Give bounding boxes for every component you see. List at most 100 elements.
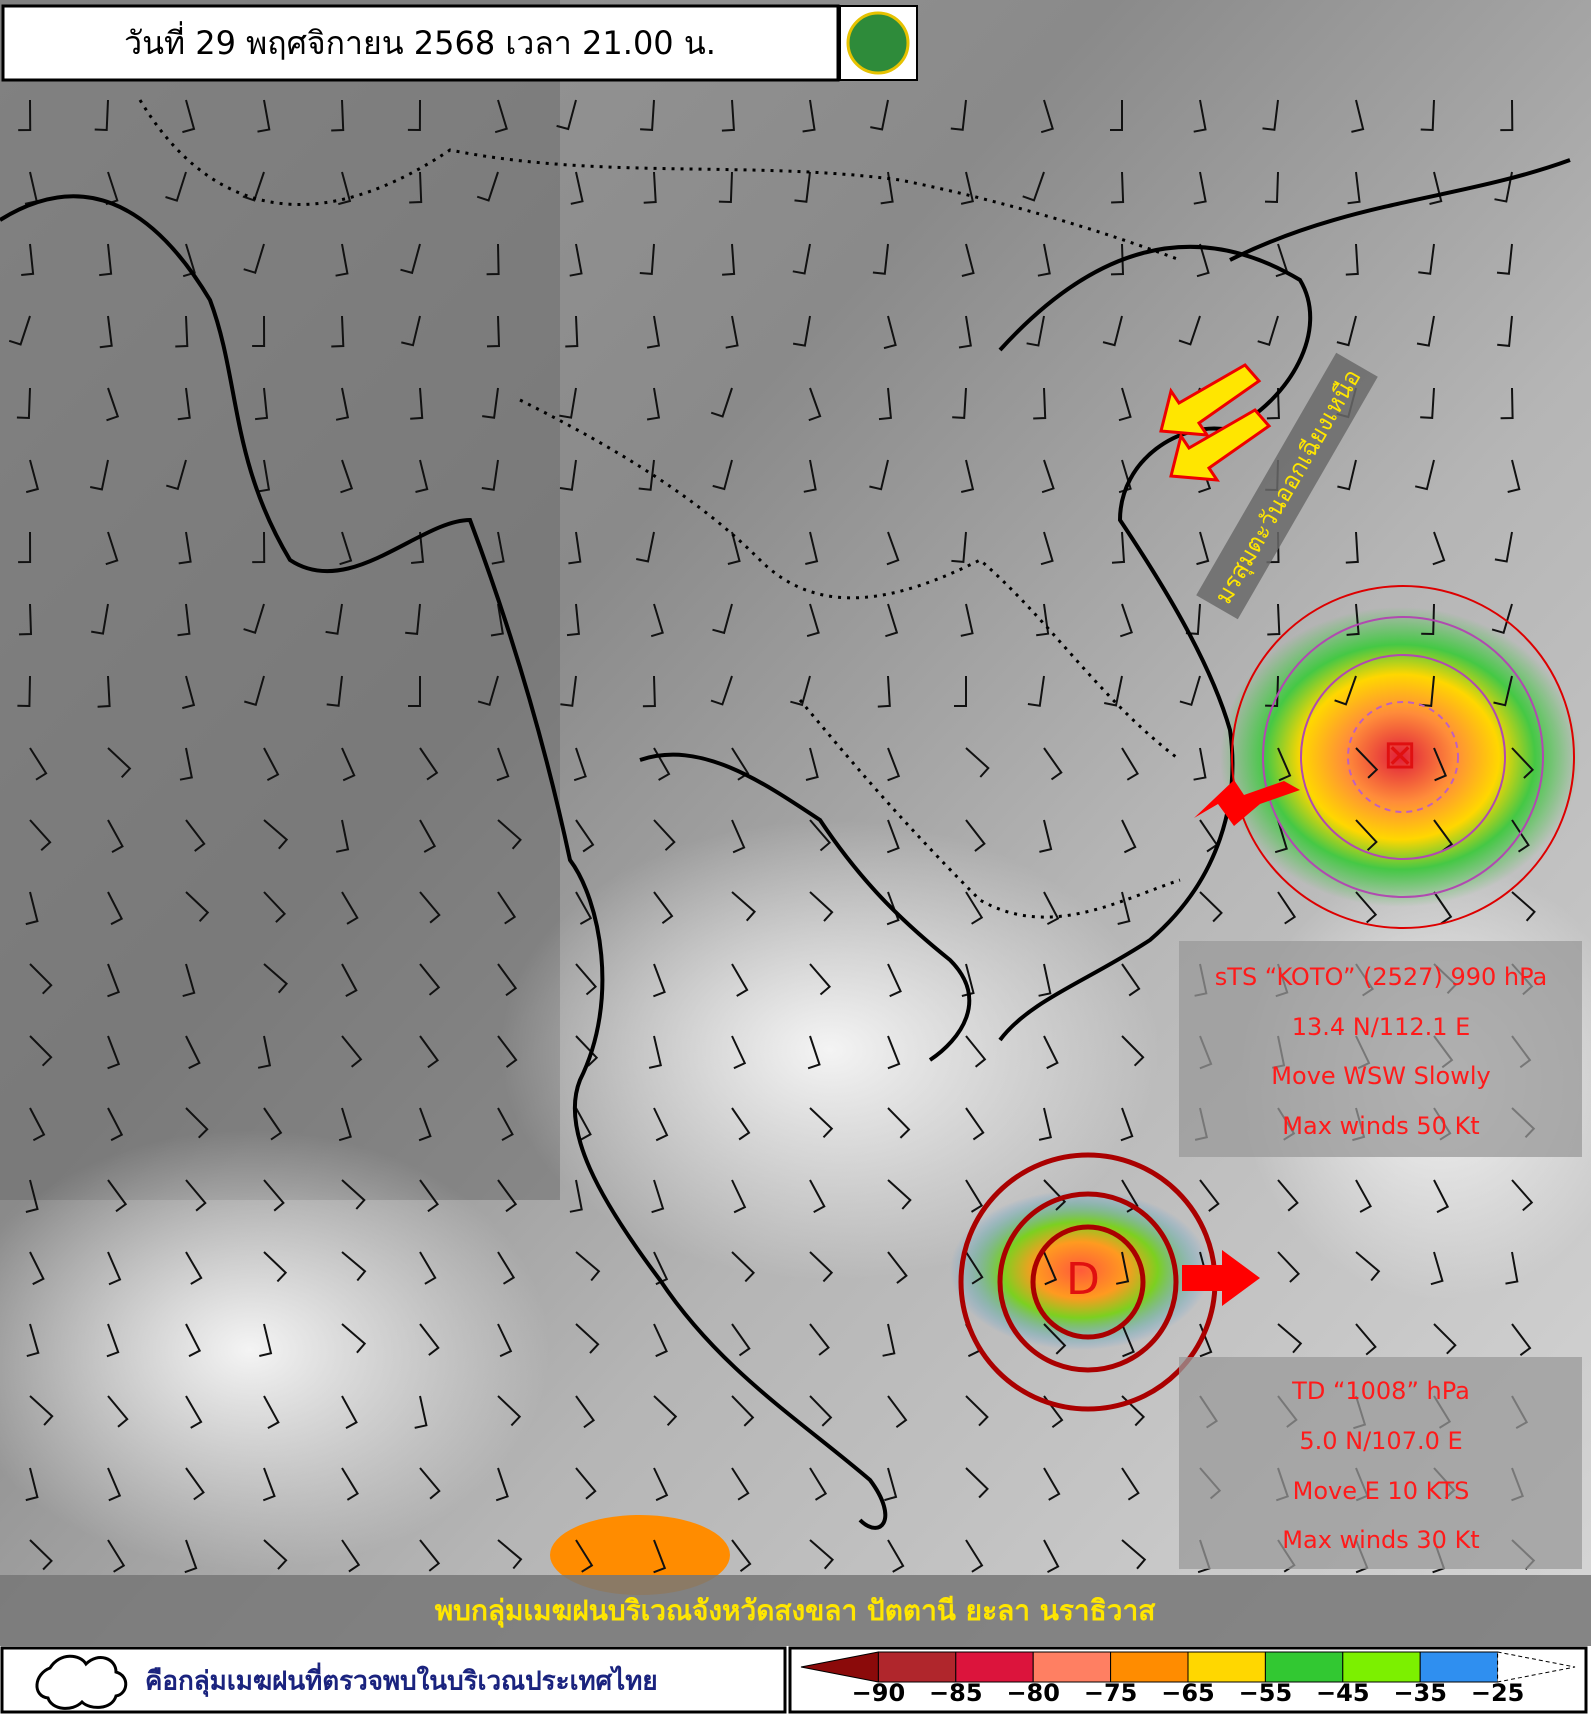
storm-rings (1231, 585, 1575, 929)
wind-barb (29, 1107, 46, 1142)
wind-barb (653, 891, 674, 924)
wind-barb (809, 1251, 834, 1283)
wind-barb (1414, 459, 1435, 491)
wind-barb (263, 963, 289, 994)
wind-barb (8, 315, 31, 346)
wind-barb (257, 99, 271, 133)
wind-barb (341, 1395, 358, 1429)
wind-barb (1036, 603, 1050, 637)
wind-barb (569, 1179, 583, 1213)
wind-barb (569, 243, 583, 277)
wind-barb (712, 459, 733, 491)
wind-barb (409, 171, 423, 204)
wind-barb (887, 963, 902, 998)
colorbar-label: −35 (1393, 1679, 1447, 1707)
wind-barb (326, 675, 343, 707)
wind-barb (961, 243, 975, 277)
wind-barb (886, 531, 900, 566)
wind-barb (21, 243, 35, 276)
wind-barb (1041, 459, 1055, 494)
wind-barb (1433, 1179, 1450, 1214)
wind-barb (1196, 531, 1210, 566)
wind-barbs (8, 99, 1536, 1574)
coastline (0, 158, 1571, 1530)
wind-barb (107, 963, 120, 998)
wind-barb (341, 747, 356, 782)
wind-barb (965, 1395, 989, 1427)
wind-barb (182, 243, 196, 278)
wind-barb (722, 243, 736, 276)
wind-barb (727, 531, 741, 565)
borders (138, 99, 1181, 919)
wind-barb (565, 315, 579, 348)
cloud (500, 820, 1160, 1280)
wind-barb (29, 1395, 54, 1426)
wind-barb (1193, 171, 1207, 205)
wind-barb (477, 675, 499, 707)
wind-barb (1496, 243, 1513, 275)
wind-barb (1037, 243, 1051, 277)
wind-barb (1027, 675, 1045, 707)
storm-info-line: Max winds 30 Kt (1282, 1526, 1479, 1554)
wind-barb (887, 1035, 901, 1070)
wind-barb (497, 891, 517, 925)
wind-barb (965, 1251, 984, 1285)
storm-info: sTS “KOTO” (2527) 990 hPa 13.4 N/112.1 E M… (1215, 963, 1547, 1554)
wind-barb (559, 459, 577, 491)
wind-barb (721, 99, 735, 132)
wind-barb (341, 891, 359, 925)
colorbar-label: −80 (1006, 1679, 1060, 1707)
wind-barb (958, 315, 972, 349)
wind-barb (792, 243, 811, 275)
wind-barb (25, 459, 40, 494)
wind-barb (263, 1107, 283, 1141)
wind-barb (408, 676, 421, 707)
label-box (1196, 352, 1378, 620)
wind-barb (497, 1395, 522, 1427)
wind-barb (653, 1323, 668, 1358)
wind-barb (710, 675, 733, 706)
wind-barb (731, 963, 749, 997)
wind-barb (182, 675, 196, 710)
wind-barb (965, 1467, 989, 1499)
storm-info-line: Max winds 50 Kt (1282, 1112, 1479, 1140)
wind-barb (575, 1035, 599, 1067)
wind-barb (338, 1107, 352, 1142)
wind-barb (1257, 315, 1279, 346)
wind-barb (1355, 891, 1378, 924)
wind-barb (182, 963, 196, 998)
wind-barb (1500, 99, 1514, 132)
wind-barb (1507, 459, 1521, 493)
wind-barb (1033, 387, 1047, 420)
wind-barb (965, 891, 984, 925)
wind-barb (1355, 747, 1379, 779)
wind-barb (1494, 171, 1513, 203)
wind-barb (497, 963, 518, 997)
wind-barb (712, 603, 733, 635)
wind-barb (341, 1251, 367, 1282)
wind-barb (642, 675, 656, 708)
wind-barb (185, 891, 210, 922)
wind-barb (263, 1395, 280, 1429)
wind-barb (794, 171, 811, 203)
wind-barb (419, 963, 441, 996)
wind-barb (263, 1251, 288, 1283)
wind-barb (1420, 99, 1435, 132)
colorbar-segment (1342, 1651, 1421, 1683)
colorbar-label: −65 (1161, 1679, 1215, 1707)
wind-barb (731, 1179, 747, 1214)
wind-barb (497, 1323, 513, 1358)
wind-barb (107, 747, 132, 778)
colorbar-segment (955, 1651, 1034, 1683)
wind-barb (1104, 675, 1123, 707)
wind-barb (575, 1323, 600, 1354)
legend-text: คือกลุ่มเมฆฝนที่ตรวจพบในบริเวณประเทศไทย (145, 1662, 658, 1698)
wind-barb (731, 891, 757, 922)
wind-barb (880, 171, 894, 205)
wind-barb (341, 1539, 361, 1573)
wind-barb (887, 1107, 911, 1139)
wind-barb (1039, 819, 1053, 853)
wind-barb (490, 603, 504, 637)
wind-barb (1345, 243, 1359, 276)
wind-barb (556, 99, 577, 131)
